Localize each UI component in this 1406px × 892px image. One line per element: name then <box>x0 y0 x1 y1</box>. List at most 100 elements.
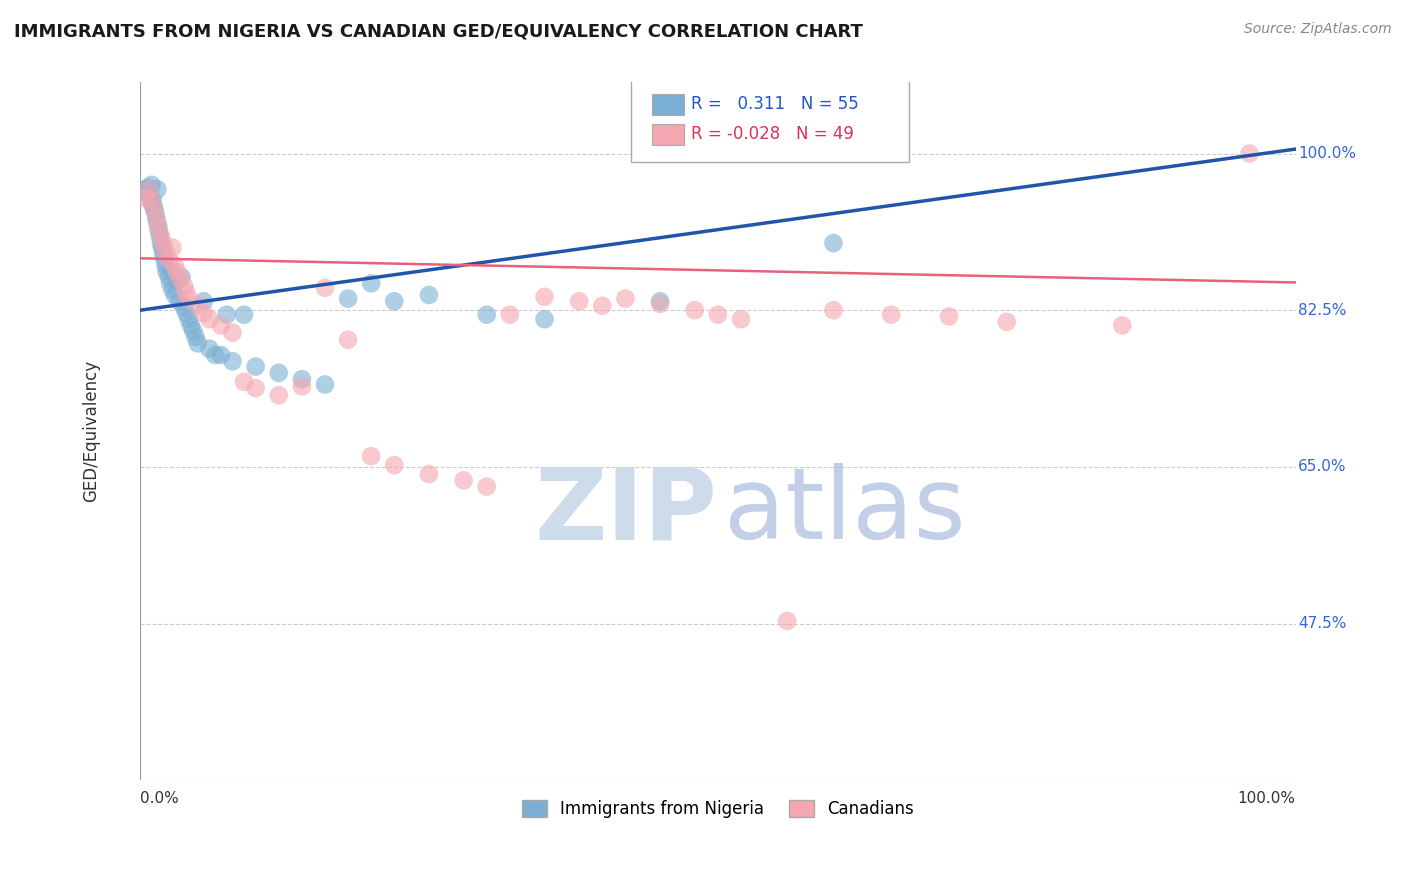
Point <box>181 324 204 338</box>
Text: R =   0.311   N = 55: R = 0.311 N = 55 <box>692 95 859 113</box>
Point <box>187 336 209 351</box>
Point <box>135 182 157 196</box>
Text: 100.0%: 100.0% <box>1237 791 1296 806</box>
Legend: Immigrants from Nigeria, Canadians: Immigrants from Nigeria, Canadians <box>515 793 921 824</box>
Point <box>360 449 382 463</box>
Point <box>166 274 188 288</box>
Point <box>938 310 960 324</box>
Point <box>1239 146 1261 161</box>
Point <box>475 480 498 494</box>
Point <box>267 388 290 402</box>
Point <box>314 281 336 295</box>
Point <box>221 354 243 368</box>
Point <box>683 303 706 318</box>
Point <box>143 204 166 219</box>
Point <box>142 200 165 214</box>
Point <box>245 359 267 374</box>
Point <box>145 211 167 225</box>
Point <box>337 333 360 347</box>
Point <box>141 178 163 192</box>
Point <box>533 290 555 304</box>
Text: 100.0%: 100.0% <box>1298 146 1355 161</box>
Point <box>1111 318 1133 333</box>
Point <box>823 235 845 250</box>
Point <box>155 245 177 260</box>
Point <box>648 297 671 311</box>
Point <box>499 308 522 322</box>
Point <box>149 228 172 243</box>
Point <box>152 235 174 250</box>
Text: Source: ZipAtlas.com: Source: ZipAtlas.com <box>1244 22 1392 37</box>
Point <box>150 241 173 255</box>
Point <box>382 458 405 472</box>
Point <box>173 301 195 315</box>
Point <box>180 318 202 333</box>
Point <box>160 263 183 277</box>
Point <box>475 308 498 322</box>
Point <box>146 182 169 196</box>
Text: 82.5%: 82.5% <box>1298 302 1347 318</box>
Text: 65.0%: 65.0% <box>1298 459 1347 475</box>
Point <box>418 467 440 481</box>
Point <box>142 193 165 207</box>
Point <box>146 216 169 230</box>
Point <box>707 308 730 322</box>
Point <box>156 265 179 279</box>
Point <box>177 292 200 306</box>
Point <box>193 306 215 320</box>
Point <box>382 294 405 309</box>
Point <box>163 259 186 273</box>
Point <box>138 182 160 196</box>
Point <box>880 308 903 322</box>
Point <box>153 252 176 267</box>
Point <box>198 342 221 356</box>
Point <box>169 272 191 286</box>
Point <box>162 283 184 297</box>
Point <box>135 191 157 205</box>
Point <box>177 312 200 326</box>
FancyBboxPatch shape <box>631 78 908 162</box>
FancyBboxPatch shape <box>652 124 685 145</box>
Point <box>209 348 232 362</box>
Point <box>163 288 186 302</box>
Point <box>337 292 360 306</box>
Point <box>730 312 752 326</box>
Point <box>136 180 159 194</box>
Point <box>148 219 170 234</box>
Point <box>776 614 799 628</box>
Point <box>209 318 232 333</box>
Text: 0.0%: 0.0% <box>141 791 179 806</box>
Point <box>314 377 336 392</box>
Point <box>360 277 382 291</box>
Point <box>173 279 195 293</box>
Point <box>166 265 188 279</box>
Point <box>198 312 221 326</box>
Point <box>215 308 238 322</box>
Point <box>233 308 256 322</box>
Point <box>245 381 267 395</box>
Point <box>614 292 637 306</box>
Point <box>139 191 162 205</box>
Point <box>141 195 163 210</box>
Point <box>267 366 290 380</box>
Point <box>418 288 440 302</box>
Point <box>155 259 177 273</box>
Text: ZIP: ZIP <box>536 463 718 560</box>
Point <box>157 252 180 267</box>
Point <box>291 372 314 386</box>
Point <box>152 247 174 261</box>
Point <box>995 315 1018 329</box>
FancyBboxPatch shape <box>652 94 685 115</box>
Point <box>142 202 165 216</box>
Text: 47.5%: 47.5% <box>1298 616 1347 632</box>
Point <box>174 285 197 300</box>
Point <box>141 193 163 207</box>
Point <box>169 294 191 309</box>
Point <box>204 348 226 362</box>
Point <box>568 294 591 309</box>
Text: IMMIGRANTS FROM NIGERIA VS CANADIAN GED/EQUIVALENCY CORRELATION CHART: IMMIGRANTS FROM NIGERIA VS CANADIAN GED/… <box>14 22 863 40</box>
Text: GED/Equivalency: GED/Equivalency <box>83 360 101 502</box>
Point <box>170 270 193 285</box>
Point <box>157 270 180 285</box>
Text: atlas: atlas <box>724 463 966 560</box>
